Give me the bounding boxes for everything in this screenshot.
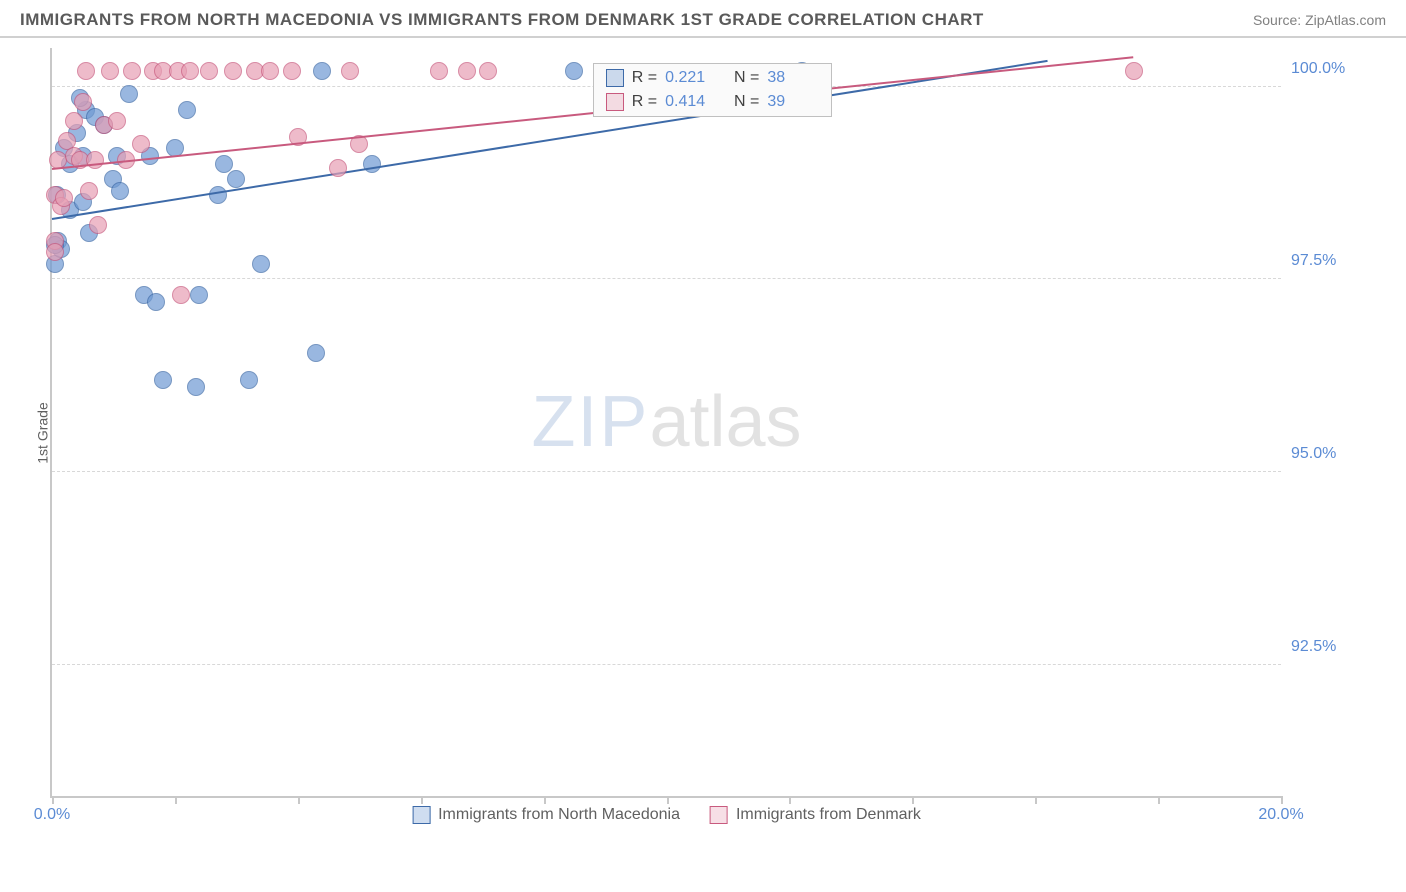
stats-row: R = 0.414 N = 39 xyxy=(594,90,832,114)
x-label-max: 20.0% xyxy=(1258,806,1303,824)
data-point xyxy=(430,62,448,80)
data-point xyxy=(224,62,242,80)
series-swatch xyxy=(606,93,624,111)
n-value: 38 xyxy=(767,69,819,87)
data-point xyxy=(187,378,205,396)
x-tick xyxy=(789,796,791,804)
x-tick xyxy=(1035,796,1037,804)
data-point xyxy=(178,101,196,119)
data-point xyxy=(479,62,497,80)
source-name: ZipAtlas.com xyxy=(1305,12,1386,28)
r-label: R = xyxy=(632,69,657,87)
chart-header: IMMIGRANTS FROM NORTH MACEDONIA VS IMMIG… xyxy=(0,0,1406,38)
r-value: 0.414 xyxy=(665,93,717,111)
data-point xyxy=(74,93,92,111)
data-point xyxy=(65,112,83,130)
data-point xyxy=(108,112,126,130)
data-point xyxy=(55,189,73,207)
data-point xyxy=(252,255,270,273)
data-point xyxy=(341,62,359,80)
data-point xyxy=(111,182,129,200)
gridline xyxy=(52,664,1281,665)
trend-line xyxy=(52,60,1048,220)
data-point xyxy=(101,62,119,80)
r-label: R = xyxy=(632,93,657,111)
legend-label: Immigrants from Denmark xyxy=(736,806,921,824)
stats-box: R = 0.221 N = 38 R = 0.414 N = 39 xyxy=(593,63,833,117)
watermark-part1: ZIP xyxy=(531,382,649,462)
x-label-min: 0.0% xyxy=(34,806,70,824)
data-point xyxy=(46,243,64,261)
y-tick-label: 92.5% xyxy=(1291,638,1381,656)
x-tick xyxy=(667,796,669,804)
gridline xyxy=(52,278,1281,279)
series-swatch xyxy=(606,69,624,87)
legend-item: Immigrants from North Macedonia xyxy=(412,806,680,824)
data-point xyxy=(200,62,218,80)
data-point xyxy=(147,293,165,311)
data-point xyxy=(154,371,172,389)
data-point xyxy=(80,182,98,200)
watermark: ZIPatlas xyxy=(531,381,801,463)
n-label: N = xyxy=(725,69,759,87)
data-point xyxy=(565,62,583,80)
source-prefix: Source: xyxy=(1253,12,1305,28)
x-tick xyxy=(912,796,914,804)
data-point xyxy=(313,62,331,80)
legend-item: Immigrants from Denmark xyxy=(710,806,921,824)
chart-title: IMMIGRANTS FROM NORTH MACEDONIA VS IMMIG… xyxy=(20,10,984,30)
data-point xyxy=(1125,62,1143,80)
legend-swatch xyxy=(710,806,728,824)
gridline xyxy=(52,471,1281,472)
source-attribution: Source: ZipAtlas.com xyxy=(1253,12,1386,28)
x-tick xyxy=(175,796,177,804)
legend: Immigrants from North Macedonia Immigrant… xyxy=(412,806,921,824)
data-point xyxy=(77,62,95,80)
x-tick xyxy=(298,796,300,804)
x-tick xyxy=(421,796,423,804)
data-point xyxy=(215,155,233,173)
data-point xyxy=(89,216,107,234)
data-point xyxy=(132,135,150,153)
data-point xyxy=(123,62,141,80)
data-point xyxy=(458,62,476,80)
r-value: 0.221 xyxy=(665,69,717,87)
data-point xyxy=(240,371,258,389)
x-tick xyxy=(52,796,54,804)
data-point xyxy=(172,286,190,304)
watermark-part2: atlas xyxy=(649,382,801,462)
data-point xyxy=(329,159,347,177)
chart-container: 1st Grade ZIPatlas 92.5%95.0%97.5%100.0%… xyxy=(50,38,1386,828)
x-tick xyxy=(1281,796,1283,804)
x-tick xyxy=(544,796,546,804)
data-point xyxy=(190,286,208,304)
data-point xyxy=(120,85,138,103)
y-tick-label: 97.5% xyxy=(1291,252,1381,270)
data-point xyxy=(227,170,245,188)
y-axis-title: 1st Grade xyxy=(35,402,51,463)
plot-area: ZIPatlas 92.5%95.0%97.5%100.0%0.0%20.0%R… xyxy=(50,48,1281,798)
stats-row: R = 0.221 N = 38 xyxy=(594,66,832,90)
n-label: N = xyxy=(725,93,759,111)
legend-label: Immigrants from North Macedonia xyxy=(438,806,680,824)
y-tick-label: 95.0% xyxy=(1291,445,1381,463)
data-point xyxy=(181,62,199,80)
y-tick-label: 100.0% xyxy=(1291,60,1381,78)
data-point xyxy=(307,344,325,362)
data-point xyxy=(283,62,301,80)
legend-swatch xyxy=(412,806,430,824)
data-point xyxy=(261,62,279,80)
x-tick xyxy=(1158,796,1160,804)
n-value: 39 xyxy=(767,93,819,111)
